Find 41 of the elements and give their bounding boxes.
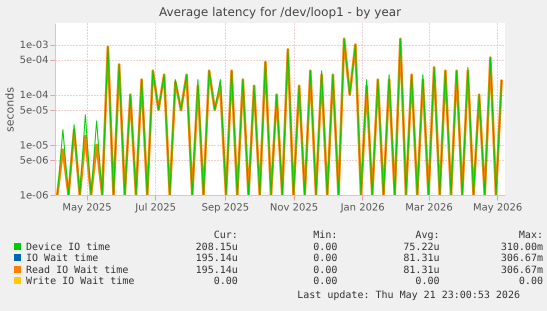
x-tick-label: Jan 2026	[340, 202, 385, 214]
text: 306.67m	[500, 253, 544, 264]
text: Cur:	[212, 230, 239, 242]
text: 81.31u	[402, 253, 441, 264]
text: 0.00	[414, 276, 441, 288]
y-tick-label: 1e-05	[20, 140, 48, 152]
legend-label: Read IO Wait time	[25, 264, 130, 276]
x-tick-label: Sep 2025	[202, 202, 250, 214]
legend-label: Device IO time	[25, 242, 112, 253]
text: 81.31u	[402, 264, 441, 276]
x-tick-label: May 2026	[472, 202, 522, 214]
x-tick-label: Jul 2025	[134, 202, 176, 214]
text: 195.14u	[194, 264, 239, 276]
text: 195.14u	[194, 253, 239, 264]
text: 0.00	[312, 276, 338, 288]
text: 0.00	[518, 276, 544, 288]
x-tick-label: May 2025	[62, 202, 112, 214]
text: 0.00	[312, 253, 338, 264]
x-tick-label: Nov 2025	[270, 202, 318, 214]
y-axis-title: seconds	[4, 86, 17, 132]
y-tick-label: 1e-03	[20, 40, 48, 52]
text: Min:	[312, 230, 338, 242]
text: Last update: Thu May 21 23:00:53 2026	[296, 290, 520, 300]
x-tick-label: Mar 2026	[405, 202, 453, 214]
text: Avg:	[414, 230, 441, 242]
text: 0.00	[212, 276, 239, 288]
text: 310.00m	[500, 242, 544, 253]
legend-label: Write IO Wait time	[25, 276, 136, 288]
text: Max:	[518, 230, 544, 242]
y-tick-label: 5e-05	[20, 105, 48, 116]
text: 0.00	[312, 264, 338, 276]
y-tick-label: 5e-04	[20, 55, 48, 66]
text: 306.67m	[500, 264, 544, 276]
text: 75.22u	[402, 242, 441, 253]
chart-title: Average latency for /dev/loop1 - by year	[158, 5, 402, 19]
text: 208.15u	[194, 242, 239, 253]
legend-label: IO Wait time	[25, 253, 100, 264]
y-tick-label: 5e-06	[20, 155, 48, 166]
text: 0.00	[312, 242, 338, 253]
y-tick-label: 1e-04	[20, 90, 48, 102]
y-tick-label: 1e-06	[20, 190, 48, 202]
